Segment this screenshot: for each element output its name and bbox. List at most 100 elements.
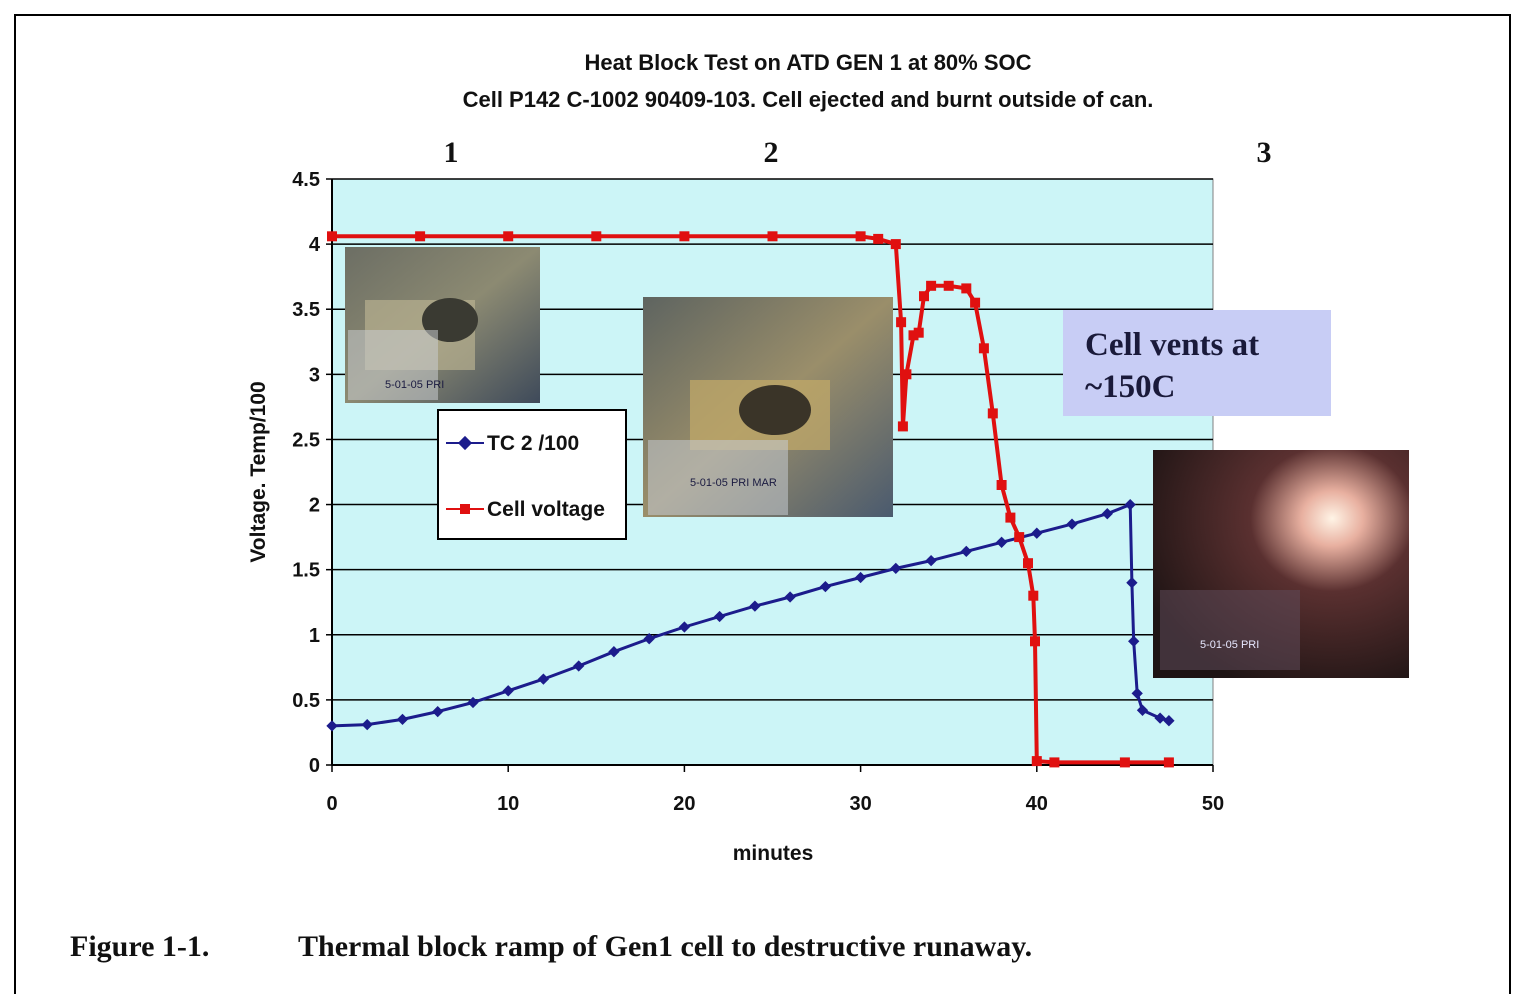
- data-point-1-2: [503, 231, 514, 242]
- data-point-0-11: [713, 610, 726, 623]
- data-point-1-9: [896, 317, 907, 328]
- data-point-0-26: [1131, 687, 1143, 700]
- data-point-0-19: [995, 536, 1008, 548]
- series-0: [326, 498, 1175, 732]
- data-point-1-6: [855, 231, 866, 242]
- data-point-1-28: [1049, 757, 1060, 768]
- data-point-0-15: [854, 571, 867, 584]
- data-point-1-13: [913, 327, 924, 338]
- y-tick-label-6: 3: [309, 364, 320, 386]
- data-point-1-17: [961, 283, 972, 294]
- data-point-0-20: [1031, 527, 1043, 539]
- y-tick-labels: 0 0.5 1 1.5 2 2.5 3 3.5 4 4.5: [292, 169, 321, 777]
- data-point-0-14: [819, 580, 832, 593]
- photo1-stamp: 5-01-05 PRI: [385, 379, 444, 391]
- data-point-1-10: [897, 421, 908, 432]
- series-layer: [326, 231, 1175, 768]
- data-point-0-13: [784, 591, 796, 603]
- data-point-1-8: [890, 239, 901, 250]
- y-tick-label-1: 0.5: [292, 690, 320, 712]
- y-tick-label-8: 4: [309, 234, 321, 256]
- data-point-0-22: [1101, 508, 1113, 520]
- legend-swatch-tc2-marker: [457, 435, 473, 451]
- data-point-1-21: [996, 480, 1007, 490]
- data-point-1-12: [908, 330, 919, 341]
- data-point-1-25: [1028, 590, 1039, 601]
- photo-inset-2: 5-01-05 PRI MAR: [643, 297, 893, 517]
- data-point-0-9: [643, 633, 655, 645]
- photo2-stamp: 5-01-05 PRI MAR: [690, 477, 777, 489]
- y-tick-label-9: 4.5: [292, 169, 320, 191]
- annotation-box: [1063, 310, 1331, 416]
- figure-caption-label: Figure 1-1.: [70, 930, 209, 963]
- annotation-line1: Cell vents at: [1085, 327, 1259, 363]
- x-axis-label: minutes: [733, 842, 814, 865]
- data-point-1-16: [943, 280, 954, 291]
- data-point-1-19: [978, 343, 989, 354]
- x-tick-label-5: 50: [1202, 793, 1224, 815]
- data-point-1-26: [1030, 636, 1040, 647]
- chart-title: Heat Block Test on ATD GEN 1 at 80% SOC: [584, 50, 1031, 75]
- data-point-0-8: [608, 646, 620, 658]
- data-point-0-21: [1066, 518, 1078, 530]
- data-point-1-29: [1119, 757, 1130, 768]
- region-label-3: 3: [1257, 136, 1272, 169]
- legend-label-tc2: TC 2 /100: [487, 432, 579, 455]
- data-point-1-14: [919, 291, 929, 302]
- data-point-0-4: [467, 696, 479, 709]
- photo-inset-1: 5-01-05 PRI: [345, 247, 540, 403]
- data-point-1-23: [1014, 532, 1025, 543]
- data-point-0-17: [925, 554, 937, 567]
- data-point-1-3: [591, 231, 602, 242]
- data-point-0-1: [361, 718, 373, 731]
- data-point-0-7: [573, 660, 585, 672]
- data-point-1-15: [926, 280, 937, 291]
- data-point-0-16: [890, 562, 902, 575]
- data-point-0-25: [1128, 635, 1140, 647]
- axes: [326, 178, 1214, 772]
- y-tick-label-3: 1.5: [292, 560, 320, 582]
- figure-frame: [14, 14, 1511, 994]
- data-point-0-2: [396, 713, 409, 726]
- data-point-0-0: [326, 720, 338, 732]
- data-point-0-24: [1126, 577, 1138, 589]
- data-point-1-22: [1005, 512, 1016, 523]
- data-point-0-5: [502, 685, 514, 697]
- region-label-2: 2: [764, 136, 779, 169]
- data-point-1-4: [679, 231, 690, 242]
- x-tick-label-3: 30: [849, 793, 871, 815]
- data-point-0-27: [1136, 704, 1149, 716]
- photo3-stamp: 5-01-05 PRI: [1200, 639, 1259, 651]
- legend: TC 2 /100 Cell voltage: [437, 409, 627, 540]
- data-point-0-3: [432, 705, 444, 718]
- data-point-0-18: [960, 545, 972, 558]
- legend-box: [437, 409, 627, 540]
- data-point-0-29: [1163, 715, 1175, 727]
- data-point-1-5: [767, 231, 778, 242]
- series-line-0: [331, 503, 1170, 728]
- chart-subtitle: Cell P142 C-1002 90409-103. Cell ejected…: [463, 87, 1154, 112]
- annotation-line2: ~150C: [1085, 369, 1176, 405]
- data-point-1-24: [1023, 558, 1033, 569]
- region-label-1: 1: [444, 136, 459, 169]
- y-tick-label-5: 2.5: [292, 429, 320, 451]
- vent-annotation: Cell vents at ~150C: [1063, 310, 1331, 416]
- data-point-1-7: [873, 233, 884, 244]
- data-point-1-20: [987, 408, 998, 419]
- data-point-1-27: [1031, 756, 1042, 767]
- data-point-1-1: [415, 231, 426, 242]
- data-point-1-18: [970, 297, 981, 308]
- x-tick-label-0: 0: [326, 793, 337, 815]
- x-tick-labels: 0 10 20 30 40 50: [326, 793, 1224, 815]
- x-tick-label-2: 20: [673, 793, 695, 815]
- data-point-1-11: [901, 369, 912, 380]
- x-tick-label-4: 40: [1026, 793, 1048, 815]
- data-point-0-10: [678, 621, 691, 633]
- data-point-0-6: [537, 673, 550, 685]
- y-axis-label: Voltage. Temp/100: [247, 381, 270, 562]
- legend-swatch-voltage-marker: [460, 504, 470, 514]
- data-point-1-0: [327, 231, 337, 242]
- y-tick-label-0: 0: [309, 755, 320, 777]
- data-point-0-28: [1154, 712, 1166, 724]
